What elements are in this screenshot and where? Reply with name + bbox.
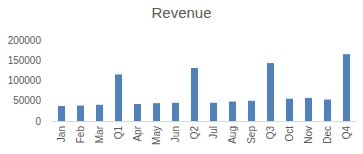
bar — [96, 105, 103, 121]
bar — [324, 100, 331, 121]
x-tick-label: Jan — [56, 126, 67, 142]
x-axis — [52, 121, 356, 122]
bar — [134, 104, 141, 121]
bar — [153, 103, 160, 121]
y-tick-label: 50000 — [13, 95, 41, 106]
x-tick-label: Q2 — [189, 126, 200, 140]
x-tick-label: Oct — [284, 126, 295, 142]
x-tick-label: Q3 — [265, 126, 276, 140]
x-tick-label: Sep — [246, 126, 257, 144]
x-tick-label: Dec — [322, 126, 333, 144]
y-tick-label: 100000 — [8, 75, 42, 86]
y-tick-label: 150000 — [8, 55, 42, 66]
bar — [343, 54, 350, 121]
x-tick-label: Aug — [227, 126, 238, 144]
y-tick-label: 200000 — [8, 35, 42, 46]
bar — [305, 98, 312, 121]
bar — [191, 68, 198, 121]
bar — [267, 63, 274, 121]
bar — [248, 101, 255, 121]
x-tick-label: Mar — [94, 125, 105, 143]
bar — [210, 103, 217, 121]
bar — [115, 74, 122, 121]
x-tick-label: Nov — [303, 126, 314, 144]
bar — [229, 102, 236, 121]
x-tick-label: Q4 — [341, 126, 352, 140]
x-tick-label: May — [151, 126, 162, 145]
title: Revenue — [151, 4, 211, 21]
bars — [58, 54, 350, 121]
x-tick-label: Apr — [132, 125, 143, 141]
x-tick-label: Jun — [170, 126, 181, 142]
bar — [77, 106, 84, 121]
chart: Revenue 0 50000 100000 150000 200000 Jan Feb Mar… — [0, 0, 363, 154]
bar — [286, 99, 293, 121]
bar — [172, 103, 179, 121]
x-tick-label: Feb — [75, 126, 86, 144]
x-tick-label: Q1 — [113, 126, 124, 140]
y-tick-label: 0 — [35, 116, 41, 127]
bar — [58, 106, 65, 121]
x-tick-label: Jul — [208, 126, 219, 139]
